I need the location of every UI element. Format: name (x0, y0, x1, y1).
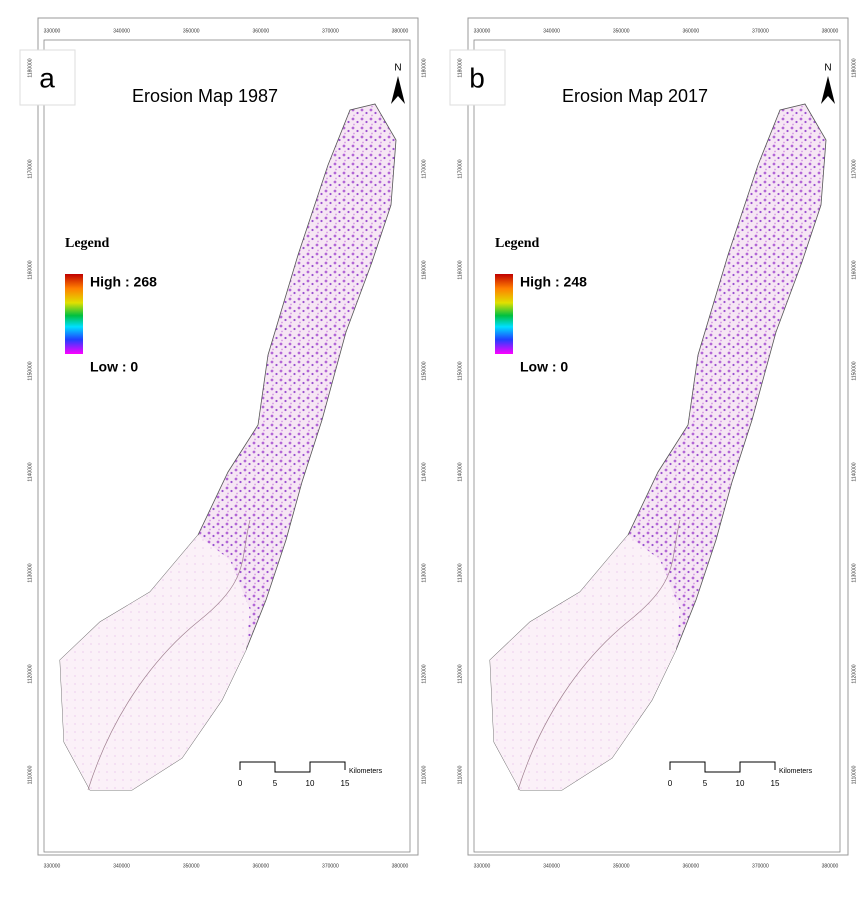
scale-label: 0 (668, 779, 673, 788)
y-tick-label: 1170000 (421, 159, 427, 178)
y-tick-label: 1160000 (457, 260, 463, 279)
y-tick-label: 1140000 (851, 462, 857, 481)
x-tick-label: 330000 (474, 863, 491, 869)
x-tick-label: 330000 (44, 28, 61, 34)
y-tick-label: 1180000 (851, 58, 857, 77)
x-tick-label: 380000 (392, 863, 409, 869)
y-tick-label: 1110000 (457, 765, 463, 784)
legend-title: Legend (65, 236, 110, 251)
north-label: N (824, 63, 831, 74)
y-tick-label: 1180000 (421, 58, 427, 77)
y-tick-label: 1160000 (851, 260, 857, 279)
legend-title: Legend (495, 236, 540, 251)
y-tick-label: 1150000 (27, 361, 33, 380)
y-tick-label: 1180000 (27, 58, 33, 77)
x-tick-label: 370000 (752, 28, 769, 34)
x-tick-label: 360000 (682, 863, 699, 869)
x-tick-label: 340000 (543, 28, 560, 34)
scale-label: 5 (273, 779, 278, 788)
y-tick-label: 1160000 (421, 260, 427, 279)
figure: a Erosion Map 1987 N Legend High : 268 Low : … (0, 0, 867, 898)
x-tick-label: 340000 (113, 28, 130, 34)
y-tick-label: 1120000 (851, 664, 857, 683)
legend-high: High : 248 (520, 274, 587, 290)
x-tick-label: 360000 (252, 863, 269, 869)
y-tick-label: 1110000 (27, 765, 33, 784)
y-tick-label: 1150000 (457, 361, 463, 380)
x-tick-label: 340000 (113, 863, 130, 869)
legend-low: Low : 0 (90, 359, 138, 375)
x-tick-label: 360000 (682, 28, 699, 34)
y-tick-label: 1140000 (27, 462, 33, 481)
panel-label: a (39, 62, 55, 93)
x-tick-label: 380000 (822, 863, 839, 869)
scale-label: 10 (306, 779, 315, 788)
x-tick-label: 340000 (543, 863, 560, 869)
panel-label: b (469, 62, 485, 93)
map-panel: b Erosion Map 2017 N Legend High : 248 Low : … (450, 18, 857, 869)
y-tick-label: 1150000 (421, 361, 427, 380)
y-tick-label: 1140000 (421, 462, 427, 481)
y-tick-label: 1170000 (457, 159, 463, 178)
y-tick-label: 1130000 (421, 563, 427, 582)
scale-unit: Kilometers (779, 768, 813, 775)
y-tick-label: 1140000 (457, 462, 463, 481)
y-tick-label: 1130000 (27, 563, 33, 582)
x-tick-label: 350000 (613, 28, 630, 34)
x-tick-label: 360000 (252, 28, 269, 34)
page: {"panels": [ {"label": "a", "title": "Er… (0, 0, 867, 898)
x-tick-label: 350000 (613, 863, 630, 869)
y-tick-label: 1110000 (421, 765, 427, 784)
y-tick-label: 1180000 (457, 58, 463, 77)
y-tick-label: 1170000 (27, 159, 33, 178)
x-tick-label: 380000 (822, 28, 839, 34)
north-label: N (394, 63, 401, 74)
y-tick-label: 1130000 (851, 563, 857, 582)
scale-label: 5 (703, 779, 708, 788)
y-tick-label: 1120000 (421, 664, 427, 683)
scale-label: 15 (341, 779, 350, 788)
map-panel: a Erosion Map 1987 N Legend High : 268 Low : … (20, 18, 427, 869)
map-title: Erosion Map 2017 (562, 86, 708, 106)
y-tick-label: 1170000 (851, 159, 857, 178)
scale-label: 15 (771, 779, 780, 788)
y-tick-label: 1160000 (27, 260, 33, 279)
x-tick-label: 370000 (322, 28, 339, 34)
x-tick-label: 370000 (752, 863, 769, 869)
legend-low: Low : 0 (520, 359, 568, 375)
legend-ramp (495, 274, 513, 354)
y-tick-label: 1130000 (457, 563, 463, 582)
y-tick-label: 1110000 (851, 765, 857, 784)
y-tick-label: 1120000 (27, 664, 33, 683)
x-tick-label: 380000 (392, 28, 409, 34)
x-tick-label: 330000 (474, 28, 491, 34)
map-title: Erosion Map 1987 (132, 86, 278, 106)
scale-label: 0 (238, 779, 243, 788)
legend-high: High : 268 (90, 274, 157, 290)
x-tick-label: 350000 (183, 28, 200, 34)
y-tick-label: 1120000 (457, 664, 463, 683)
x-tick-label: 370000 (322, 863, 339, 869)
scale-unit: Kilometers (349, 768, 383, 775)
scale-label: 10 (736, 779, 745, 788)
x-tick-label: 350000 (183, 863, 200, 869)
x-tick-label: 330000 (44, 863, 61, 869)
y-tick-label: 1150000 (851, 361, 857, 380)
legend-ramp (65, 274, 83, 354)
